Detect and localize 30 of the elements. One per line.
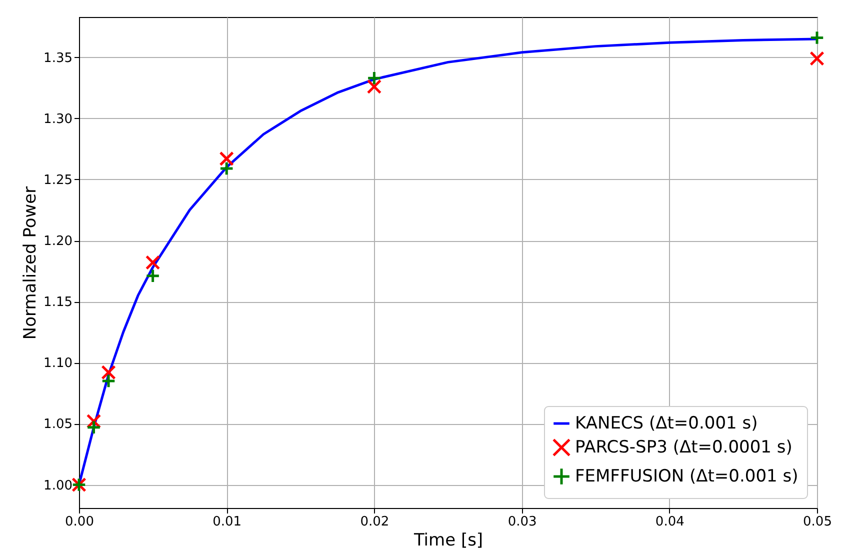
point [810,30,824,46]
y-axis-title: Normalized Power [20,186,41,340]
point [366,79,382,94]
y-tick-label: 1.20 [44,234,72,250]
point [145,255,160,270]
legend-label: FEMFFUSION (Δt=0.001 s) [575,466,798,486]
point [366,70,382,86]
x-tick-label: 0.04 [655,514,684,530]
y-tick-label: 1.15 [44,295,72,310]
x-axis-title: Time [s] [412,530,484,550]
point [219,151,234,166]
y-tick-label: 1.05 [44,417,72,432]
y-tick-label: 1.25 [44,172,72,188]
y-tick-label: 1.00 [44,478,72,494]
point [86,420,102,435]
x-tick-label: 0.02 [360,514,390,530]
point [101,374,116,388]
point [145,268,160,284]
legend-label: PARCS-SP3 (Δt=0.0001 s) [575,438,792,458]
y-tick-label: 1.35 [44,50,72,66]
point [219,161,234,176]
x-tick-label: 0.03 [508,514,537,530]
legend-label: KANECS (Δt=0.001 s) [575,414,758,434]
x-tick-label: 0.01 [212,514,242,530]
x-tick-label: 0.05 [803,514,832,530]
y-tick-label: 1.10 [44,356,72,372]
y-tick-label: 1.30 [44,112,72,127]
point [810,51,824,66]
point [101,365,116,380]
x-tick-label: 0.00 [65,514,94,530]
